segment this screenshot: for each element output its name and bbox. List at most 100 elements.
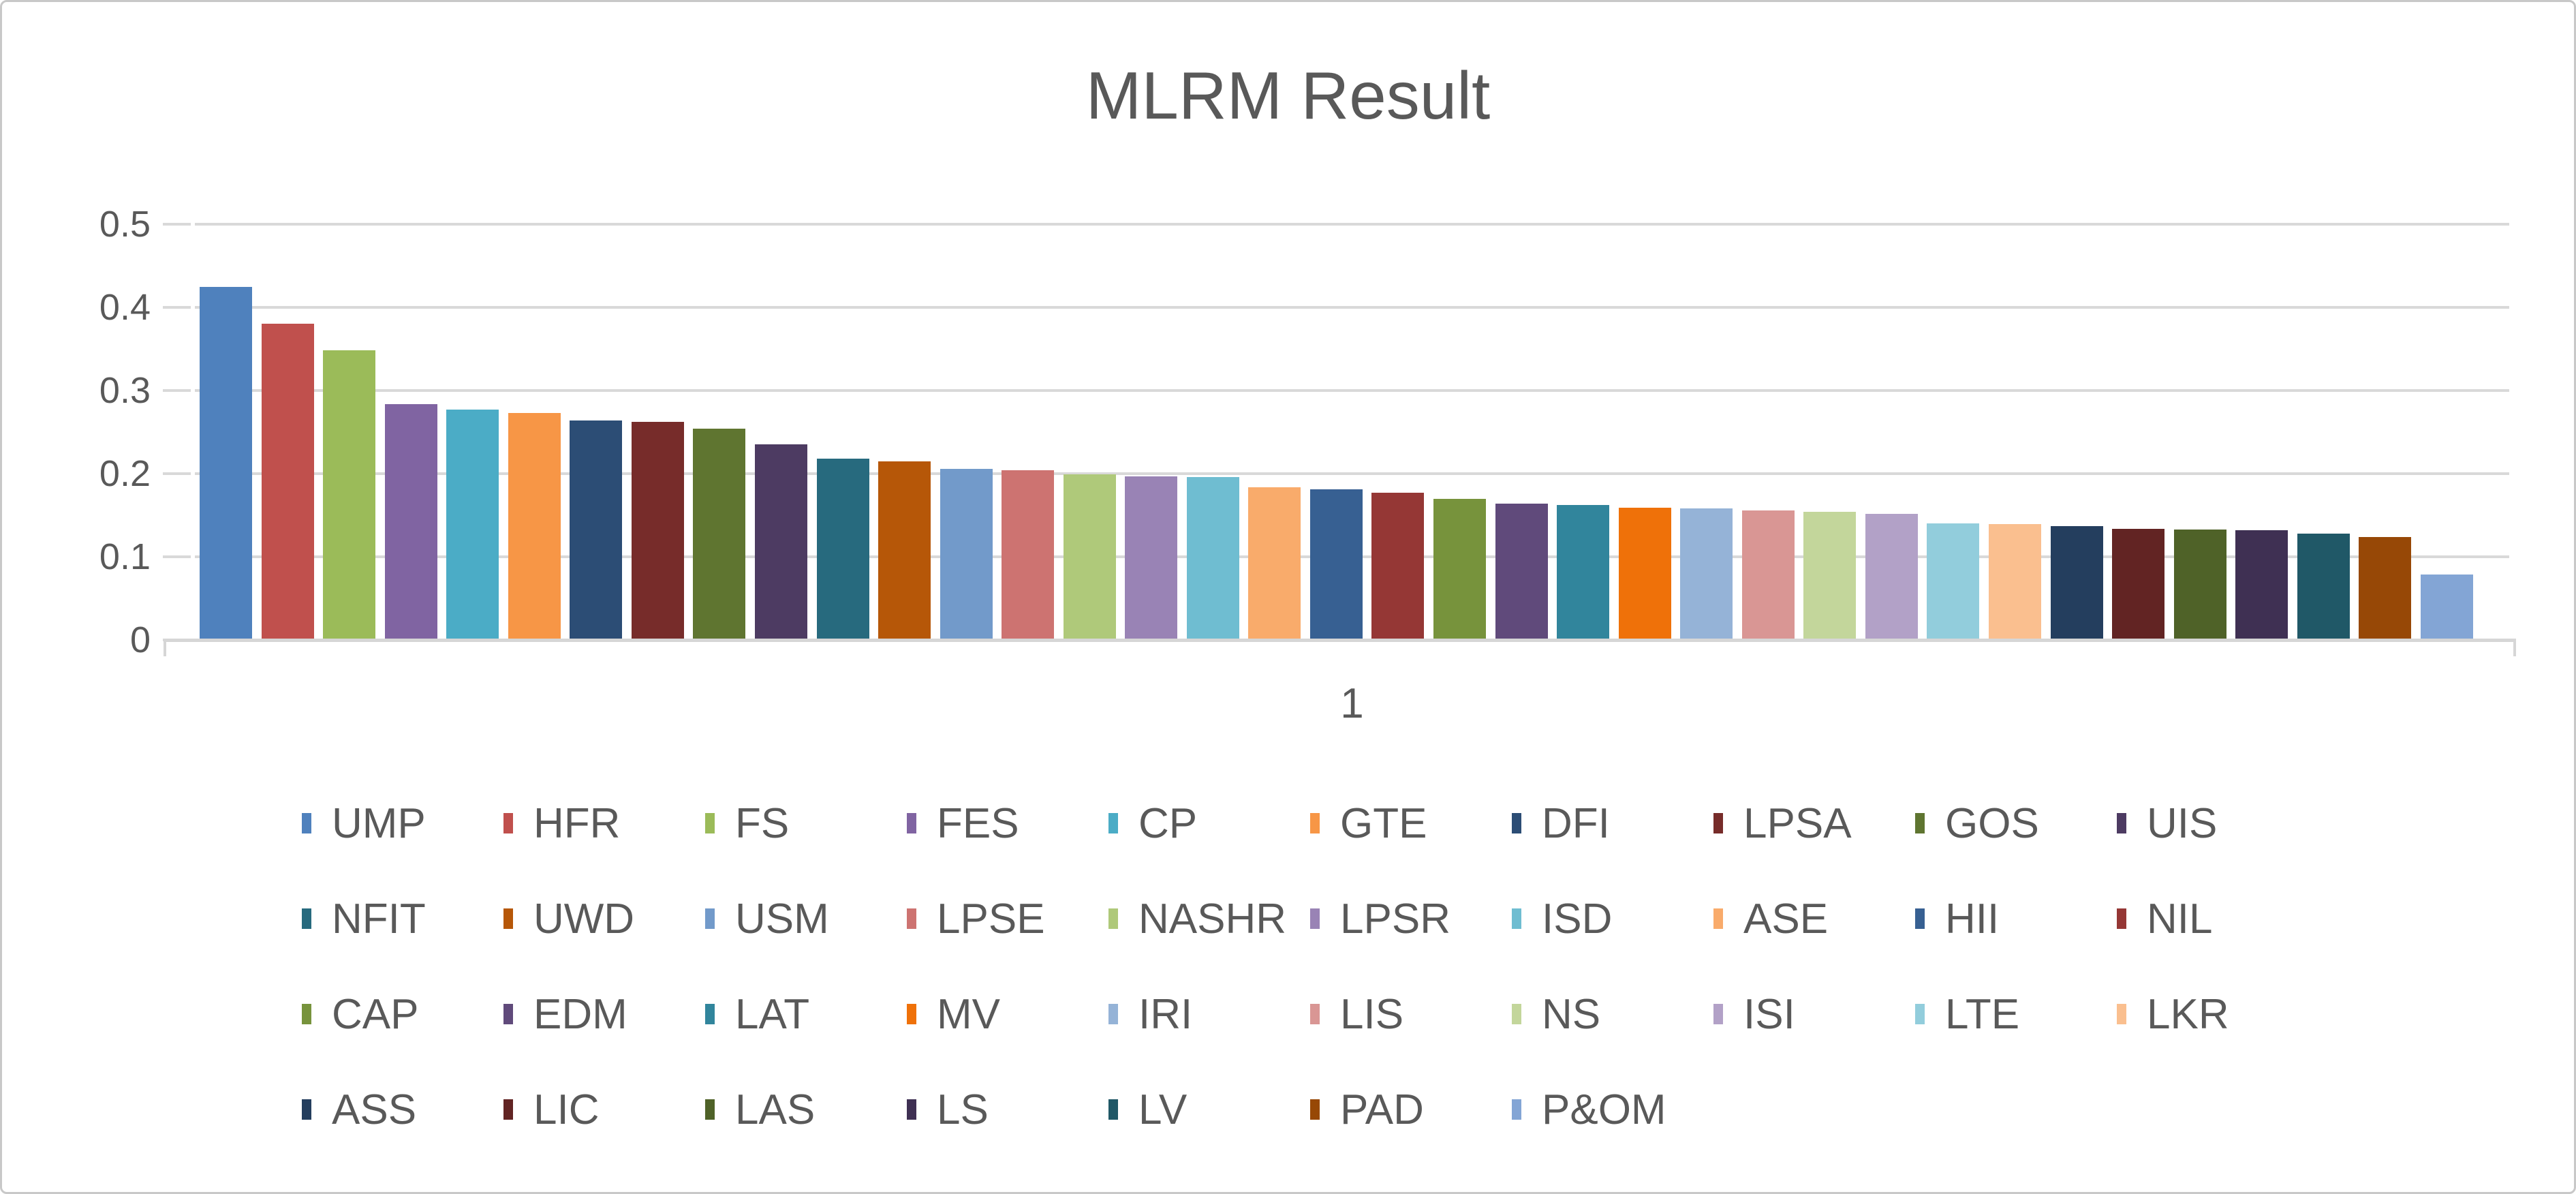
legend-label: LPSR bbox=[1340, 895, 1450, 943]
legend-label: LPSE bbox=[937, 895, 1045, 943]
bar-LS bbox=[2235, 530, 2288, 640]
y-tick-label: 0.3 bbox=[99, 370, 151, 411]
legend-item: ASS bbox=[302, 1062, 503, 1157]
legend-item: ASE bbox=[1713, 871, 1915, 966]
legend-swatch bbox=[1512, 908, 1521, 929]
legend-swatch bbox=[1713, 908, 1723, 929]
legend-swatch bbox=[2117, 813, 2126, 833]
legend-label: LIC bbox=[533, 1086, 600, 1133]
legend-swatch bbox=[302, 908, 311, 929]
bar-FS bbox=[323, 350, 376, 640]
legend-swatch bbox=[1915, 813, 1925, 833]
legend-swatch bbox=[503, 813, 513, 833]
legend-swatch bbox=[2117, 1004, 2126, 1024]
x-axis-end-tick bbox=[2513, 639, 2516, 656]
legend-label: UMP bbox=[332, 799, 426, 847]
legend-item: PAD bbox=[1310, 1062, 1512, 1157]
legend-swatch bbox=[1512, 1004, 1521, 1024]
legend-swatch bbox=[705, 908, 715, 929]
y-axis-tick bbox=[163, 389, 191, 392]
y-tick-label: 0.4 bbox=[99, 287, 151, 328]
gridline bbox=[195, 389, 2509, 392]
legend-swatch bbox=[503, 1099, 513, 1120]
legend-label: GOS bbox=[1945, 799, 2039, 847]
legend-item: LPSE bbox=[907, 871, 1108, 966]
bar-USM bbox=[940, 468, 993, 640]
legend-label: HFR bbox=[533, 799, 621, 847]
legend-item: NIL bbox=[2117, 871, 2318, 966]
bar-MV bbox=[1618, 508, 1671, 640]
legend-swatch bbox=[705, 1099, 715, 1120]
bar-HFR bbox=[261, 324, 314, 640]
legend-label: NS bbox=[1542, 990, 1601, 1038]
legend-item: ISD bbox=[1512, 871, 1713, 966]
legend-label: NASHR bbox=[1138, 895, 1287, 943]
bar-HII bbox=[1309, 489, 1363, 640]
legend-label: LV bbox=[1138, 1086, 1188, 1133]
bar-LPSA bbox=[631, 422, 684, 640]
legend-label: LAS bbox=[735, 1086, 816, 1133]
bar-NFIT bbox=[816, 459, 869, 640]
legend: UMP HFR FS FES CP GTE DFI LPSA GOS UIS NFIT UWD USM L… bbox=[302, 776, 2339, 1157]
bar-ASE bbox=[1248, 487, 1301, 640]
legend-item: LIC bbox=[503, 1062, 705, 1157]
legend-item: HII bbox=[1915, 871, 2117, 966]
bar-DFI bbox=[570, 420, 623, 640]
legend-swatch bbox=[705, 813, 715, 833]
bar-UMP bbox=[200, 286, 252, 640]
bar-CAP bbox=[1433, 498, 1486, 640]
legend-item: UWD bbox=[503, 871, 705, 966]
legend-label: MV bbox=[937, 990, 1000, 1038]
legend-item: NFIT bbox=[302, 871, 503, 966]
legend-item: IRI bbox=[1108, 966, 1310, 1062]
bar-LAS bbox=[2173, 529, 2226, 640]
legend-swatch bbox=[503, 1004, 513, 1024]
legend-swatch bbox=[1310, 1099, 1320, 1120]
bar-NASHR bbox=[1063, 474, 1116, 640]
bar-LAT bbox=[1557, 505, 1610, 640]
legend-swatch bbox=[503, 908, 513, 929]
legend-label: EDM bbox=[533, 990, 627, 1038]
legend-swatch bbox=[705, 1004, 715, 1024]
legend-label: PAD bbox=[1340, 1086, 1424, 1133]
x-axis-line bbox=[164, 639, 2516, 642]
bar-LV bbox=[2297, 533, 2350, 640]
bar-UIS bbox=[754, 444, 807, 640]
legend-item: GTE bbox=[1310, 776, 1512, 871]
y-tick-label: 0 bbox=[129, 619, 151, 660]
legend-label: ISD bbox=[1542, 895, 1613, 943]
legend-item: LAT bbox=[705, 966, 907, 1062]
legend-swatch bbox=[1713, 813, 1723, 833]
legend-swatch bbox=[1512, 1099, 1521, 1120]
y-tick-label: 0.2 bbox=[99, 453, 151, 494]
bar-ASS bbox=[2050, 525, 2103, 640]
legend-label: LPSA bbox=[1743, 799, 1852, 847]
bar-LKR bbox=[1988, 524, 2041, 640]
legend-label: NIL bbox=[2147, 895, 2213, 943]
legend-swatch bbox=[907, 908, 916, 929]
legend-label: FS bbox=[735, 799, 790, 847]
bar-PAD bbox=[2359, 536, 2412, 640]
bar-ISI bbox=[1865, 513, 1918, 640]
y-tick-label: 0.1 bbox=[99, 536, 151, 577]
bar-LIS bbox=[1741, 510, 1795, 640]
x-axis-end-tick bbox=[164, 639, 166, 656]
bar-LTE bbox=[1927, 523, 1980, 640]
bar-CP bbox=[446, 410, 499, 640]
legend-item: EDM bbox=[503, 966, 705, 1062]
legend-swatch bbox=[1915, 1004, 1925, 1024]
legend-swatch bbox=[907, 1004, 916, 1024]
bar-LPSR bbox=[1125, 476, 1178, 640]
chart-title: MLRM Result bbox=[1085, 58, 1491, 133]
bar-GOS bbox=[693, 429, 746, 640]
legend-item: USM bbox=[705, 871, 907, 966]
legend-swatch bbox=[302, 1004, 311, 1024]
y-axis-tick bbox=[163, 555, 191, 558]
legend-item: LPSR bbox=[1310, 871, 1512, 966]
bar-IRI bbox=[1680, 508, 1733, 640]
legend-swatch bbox=[1310, 813, 1320, 833]
legend-item: UIS bbox=[2117, 776, 2318, 871]
bar-GTE bbox=[508, 412, 561, 640]
legend-item: LV bbox=[1108, 1062, 1310, 1157]
